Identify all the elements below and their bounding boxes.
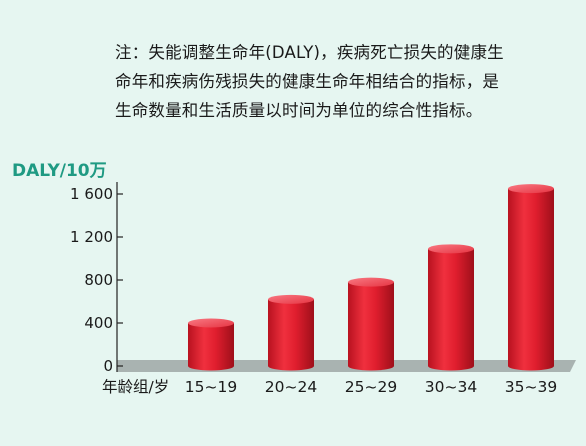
footnote-line-3: 生命数量和生活质量以时间为单位的综合性指标。 bbox=[115, 101, 483, 120]
x-axis-title: 年龄组/岁 bbox=[102, 378, 169, 396]
x-tick-label: 15~19 bbox=[185, 378, 237, 396]
y-tick-label: 1 200 bbox=[70, 228, 113, 246]
bar-body bbox=[428, 248, 474, 371]
bar-body bbox=[508, 188, 554, 371]
bar-top bbox=[508, 184, 554, 194]
y-tick-label: 800 bbox=[84, 271, 113, 289]
y-axis: 0 400 800 1 200 1 600 bbox=[70, 182, 123, 375]
floor-slab bbox=[117, 360, 576, 372]
x-tick-label: 30~34 bbox=[425, 378, 477, 396]
bar-body bbox=[348, 282, 394, 371]
bar-series bbox=[188, 184, 554, 371]
x-tick-label: 20~24 bbox=[265, 378, 317, 396]
bar-35~39 bbox=[508, 184, 554, 371]
footnote-line-2: 命年和疾病伤残损失的健康生命年相结合的指标，是 bbox=[115, 72, 500, 91]
bar-top bbox=[428, 244, 474, 254]
bar-30~34 bbox=[428, 244, 474, 371]
y-tick-label: 0 bbox=[103, 357, 113, 375]
y-tick-label: 1 600 bbox=[70, 185, 113, 203]
footnote-line-1: 注：失能调整生命年(DALY)，疾病死亡损失的健康生 bbox=[115, 43, 504, 62]
bar-top bbox=[268, 294, 314, 304]
x-tick-label: 35~39 bbox=[505, 378, 557, 396]
bar-top bbox=[348, 277, 394, 287]
x-tick-label: 25~29 bbox=[345, 378, 397, 396]
bar-25~29 bbox=[348, 277, 394, 371]
bar-15~19 bbox=[188, 318, 234, 371]
chart-floor bbox=[117, 360, 576, 372]
bar-body bbox=[188, 323, 234, 371]
bar-20~24 bbox=[268, 294, 314, 371]
bar-body bbox=[268, 299, 314, 371]
y-tick-label: 400 bbox=[84, 314, 113, 332]
x-axis: 15~19 20~24 25~29 30~34 35~39 bbox=[185, 378, 557, 396]
y-axis-title: DALY/10万 bbox=[12, 161, 107, 181]
bar-top bbox=[188, 318, 234, 328]
chart-footnote: 注：失能调整生命年(DALY)，疾病死亡损失的健康生 命年和疾病伤残损失的健康生… bbox=[115, 38, 575, 125]
